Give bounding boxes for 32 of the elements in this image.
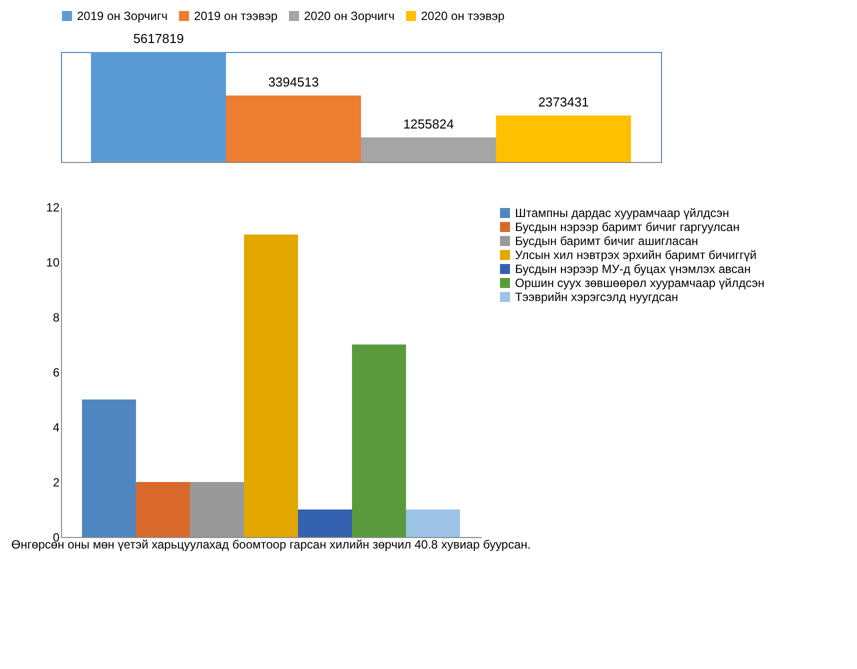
bar [190,482,244,537]
data-label: 1255824 [403,116,454,132]
y-tick-label: 8 [52,310,60,324]
y-tick-label: 6 [52,366,60,380]
legend-label: Тээврийн хэрэгсэлд нуугдсан [515,290,678,304]
bar [82,400,136,537]
bar [496,116,631,162]
bar [298,510,352,537]
bar [361,137,496,162]
legend-label: 2020 он тээвэр [421,9,505,23]
legend-label: Штампны дардас хуурамчаар үйлдсэн [515,206,730,220]
data-label: 5617819 [133,31,184,46]
legend-label: Улсын хил нэвтрэх эрхийн баримт бичиггүй [515,248,757,262]
y-tick-label: 4 [52,420,60,434]
bar [352,344,406,537]
legend-label: Оршин суух зөвшөөрөл хуурамчаар үйлдсэн [515,276,765,290]
legend-label: Бусдын баримт бичиг ашигласан [515,234,698,248]
bar [136,482,190,537]
y-tick-label: 2 [52,476,60,490]
legend-label: Бусдын нэрээр баримт бичиг гаргуулсан [515,220,740,234]
bar [406,510,460,537]
y-tick-label: 10 [46,256,60,270]
legend-label: 2019 он тээвэр [194,9,278,23]
bar [244,234,298,537]
bar [226,96,361,162]
legend-label: 2019 он Зорчигч [77,9,168,23]
legend-label: 2020 он Зорчигч [304,9,395,23]
bar [91,52,226,162]
legend-label: Бусдын нэрээр МУ-д буцах үнэмлэх авсан [515,262,751,276]
data-label: 3394513 [268,74,319,90]
y-tick-label: 12 [46,200,60,214]
data-label: 2373431 [538,94,589,110]
